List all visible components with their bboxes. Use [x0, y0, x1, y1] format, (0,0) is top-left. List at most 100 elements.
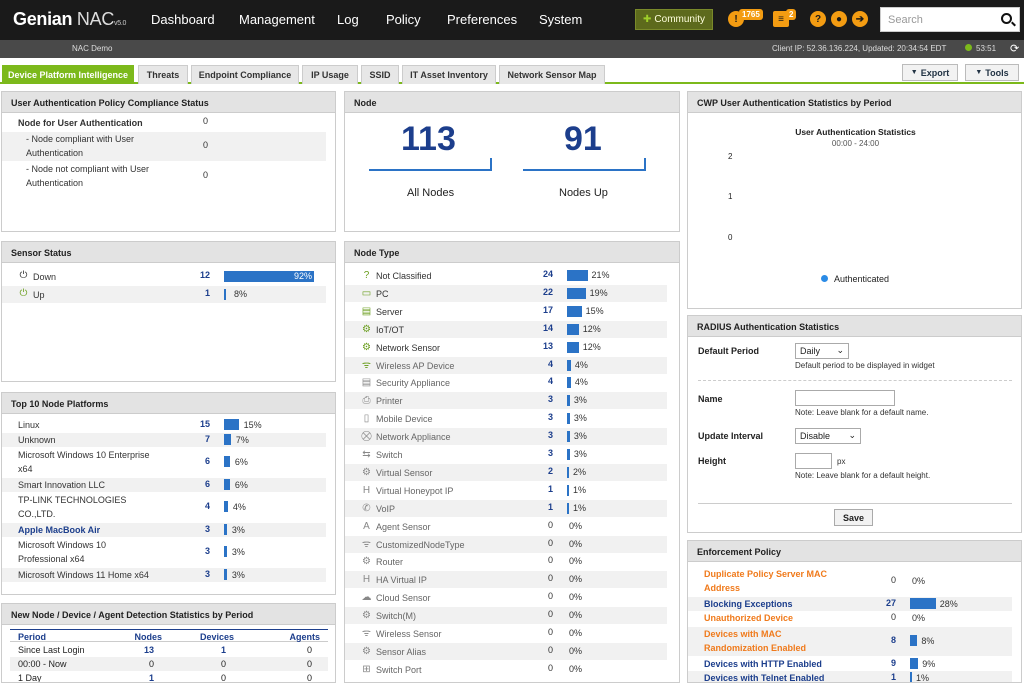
list-item[interactable]: ⚙ IoT/OT 14 12%: [345, 320, 667, 338]
list-item[interactable]: Blocking Exceptions 27 28%: [688, 597, 1012, 611]
column-header[interactable]: Nodes: [134, 632, 162, 642]
list-item[interactable]: ☁ Cloud Sensor 0 0%: [345, 589, 667, 606]
search-input[interactable]: Search: [880, 7, 1020, 32]
user-icon[interactable]: ●: [831, 11, 847, 27]
community-button[interactable]: ✚ Community: [635, 9, 713, 30]
height-field[interactable]: [795, 453, 832, 469]
tab-device-platform-intelligence[interactable]: Device Platform Intelligence: [2, 65, 134, 84]
list-item[interactable]: ᯤ Wireless Sensor 0 0%: [345, 625, 667, 642]
tasks-icon[interactable]: ≡: [773, 11, 789, 27]
list-item[interactable]: ⚙ Switch(M) 0 0%: [345, 607, 667, 625]
row-percent: 0%: [912, 576, 926, 586]
save-button[interactable]: Save: [834, 509, 873, 526]
list-item[interactable]: Linux 15 15%: [2, 418, 326, 432]
row-value: 0: [202, 140, 208, 150]
bar-fill: [567, 395, 570, 407]
row-label[interactable]: Unauthorized Device: [704, 613, 794, 623]
menu-preferences[interactable]: Preferences: [447, 12, 518, 27]
update-interval-label: Update Interval: [698, 431, 764, 441]
list-item[interactable]: ⎙ Printer 3 3%: [345, 392, 667, 410]
row-value: 0: [547, 627, 553, 637]
row-label: Wireless Sensor: [376, 629, 442, 639]
all-nodes-count[interactable]: 113: [401, 120, 456, 158]
table-cell[interactable]: 1: [148, 673, 154, 683]
list-item[interactable]: ▭ PC 22 19%: [345, 284, 667, 302]
list-item[interactable]: Unauthorized Device 0 0%: [688, 611, 1012, 626]
list-item[interactable]: Devices with HTTP Enabled 9 9%: [688, 657, 1012, 671]
list-item[interactable]: ▤ Security Appliance 4 4%: [345, 374, 667, 391]
bar-fill: [224, 479, 230, 490]
nodes-up-count[interactable]: 91: [564, 120, 602, 158]
row-label[interactable]: Devices with HTTP Enabled: [704, 659, 822, 669]
help-icon[interactable]: ?: [810, 11, 826, 27]
list-item[interactable]: ⚙ Network Sensor 13 12%: [345, 339, 667, 356]
tab-endpoint-compliance[interactable]: Endpoint Compliance: [191, 65, 299, 84]
tab-threats[interactable]: Threats: [138, 65, 188, 84]
column-header[interactable]: Period: [18, 632, 47, 642]
list-item[interactable]: Microsoft Windows 10 Professional x64 3 3%: [2, 538, 326, 567]
column-header[interactable]: Devices: [199, 632, 234, 642]
menu-dashboard[interactable]: Dashboard: [151, 12, 215, 27]
list-item[interactable]: ▯ Mobile Device 3 3%: [345, 410, 667, 427]
list-item[interactable]: ᯤ CustomizedNodeType 0 0%: [345, 535, 667, 553]
list-item[interactable]: Smart Innovation LLC 6 6%: [2, 478, 326, 492]
panel-title: Node Type: [345, 242, 679, 263]
list-item[interactable]: ⊞ Switch Port 0 0%: [345, 661, 667, 678]
divider: [644, 158, 646, 170]
row-label: Router: [376, 557, 404, 568]
list-item[interactable]: Devices with MAC Randomization Enabled 8 8…: [688, 627, 1012, 656]
row-value: 3: [204, 546, 210, 556]
tab-network-sensor-map[interactable]: Network Sensor Map: [499, 65, 605, 84]
list-item[interactable]: ⚙ Sensor Alias 0 0%: [345, 642, 667, 660]
menu-system[interactable]: System: [539, 12, 583, 27]
tab-ip-usage[interactable]: IP Usage: [302, 65, 358, 84]
row-label[interactable]: Devices with Telnet Enabled: [704, 673, 825, 683]
list-item[interactable]: ⏻ Up 1 8%: [2, 286, 326, 303]
app-logo[interactable]: Genian NACv5.0: [13, 9, 126, 30]
list-item[interactable]: Devices with Telnet Enabled 1 1%: [688, 671, 1012, 683]
tab-it-asset-inventory[interactable]: IT Asset Inventory: [402, 65, 496, 84]
tools-button[interactable]: ▼ Tools: [965, 64, 1019, 81]
row-label[interactable]: Devices with MAC Randomization Enabled: [704, 629, 807, 653]
update-interval-select[interactable]: Disable ⌄: [795, 428, 861, 444]
logout-icon[interactable]: ➔: [852, 11, 868, 27]
search-icon[interactable]: [1001, 13, 1012, 24]
name-field[interactable]: [795, 390, 895, 406]
list-item[interactable]: Apple MacBook Air 3 3%: [2, 523, 326, 537]
list-item[interactable]: A Agent Sensor 0 0%: [345, 518, 667, 535]
list-item[interactable]: H Virtual Honeypot IP 1 1%: [345, 482, 667, 499]
list-item[interactable]: Microsoft Windows 11 Home x64 3 3%: [2, 568, 326, 582]
list-item[interactable]: ⇆ Switch 3 3%: [345, 446, 667, 463]
menu-policy[interactable]: Policy: [386, 12, 421, 27]
table-cell[interactable]: 1: [220, 645, 226, 655]
menu-log[interactable]: Log: [337, 12, 359, 27]
row-label[interactable]: Blocking Exceptions: [704, 599, 793, 609]
list-item[interactable]: ⚙ Router 0 0%: [345, 553, 667, 570]
list-item[interactable]: Duplicate Policy Server MAC Address 0 0%: [688, 567, 1012, 596]
list-item[interactable]: TP-LINK TECHNOLOGIES CO.,LTD. 4 4%: [2, 493, 326, 522]
list-item[interactable]: ▤ Server 17 15%: [345, 303, 667, 320]
row-label[interactable]: Apple MacBook Air: [18, 525, 101, 535]
list-item[interactable]: Microsoft Windows 10 Enterprise x64 6 6%: [2, 448, 326, 477]
node-type-icon: ᯤ: [361, 359, 372, 371]
refresh-icon[interactable]: ⟳: [1010, 43, 1020, 55]
column-header[interactable]: Agents: [289, 632, 320, 642]
list-item[interactable]: ✆ VoIP 1 1%: [345, 499, 667, 517]
export-button[interactable]: ▼ Export: [902, 64, 958, 81]
menu-management[interactable]: Management: [239, 12, 315, 27]
list-item[interactable]: ⏻ Down 12 92%: [2, 268, 335, 285]
list-item[interactable]: ᯤ Wireless AP Device 4 4%: [345, 356, 667, 374]
row-label[interactable]: Duplicate Policy Server MAC Address: [704, 569, 828, 593]
list-item[interactable]: ⚙ Virtual Sensor 2 2%: [345, 463, 667, 481]
list-item[interactable]: H HA Virtual IP 0 0%: [345, 571, 667, 589]
tab-ssid[interactable]: SSID: [361, 65, 399, 84]
panel-title: New Node / Device / Agent Detection Stat…: [2, 604, 335, 625]
list-item[interactable]: ⛒ Network Appliance 3 3%: [345, 428, 667, 446]
default-period-select[interactable]: Daily ⌄: [795, 343, 849, 359]
list-item[interactable]: ? Not Classified 24 21%: [345, 267, 667, 284]
y-tick: 1: [728, 192, 733, 201]
list-item[interactable]: Unknown 7 7%: [2, 433, 326, 447]
table-cell[interactable]: 13: [143, 645, 154, 655]
height-label: Height: [698, 456, 726, 466]
chart-legend[interactable]: Authenticated: [821, 274, 889, 284]
